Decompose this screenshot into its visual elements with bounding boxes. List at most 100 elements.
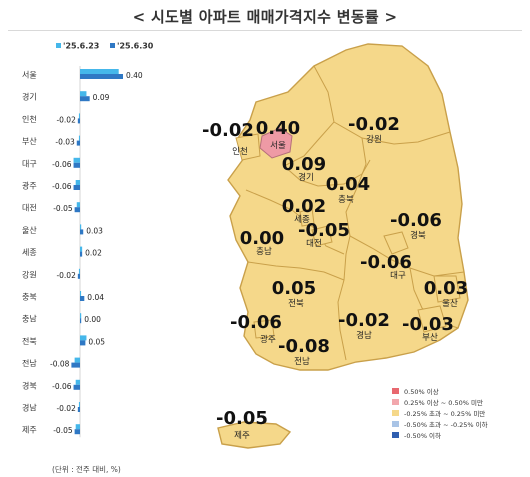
data-label: -0.05 — [53, 204, 73, 213]
category-label: 전남 — [22, 358, 37, 368]
category-label: 부산 — [22, 136, 37, 146]
unit-note: (단위 : 전주 대비, %) — [52, 464, 121, 474]
bar-row: 강원 -0.02 — [22, 268, 80, 280]
data-label: -0.02 — [56, 271, 76, 280]
legend-label: '25.6.30 — [117, 42, 154, 51]
data-label: -0.02 — [56, 404, 76, 413]
bar — [80, 246, 83, 252]
category-label: 울산 — [22, 225, 37, 235]
sejong-region — [299, 207, 315, 227]
bar — [80, 91, 87, 97]
bar-row: 제주 -0.05 — [22, 424, 80, 435]
legend-swatch — [392, 399, 399, 405]
data-label: -0.06 — [52, 182, 72, 191]
category-label: 경남 — [22, 403, 37, 413]
region-name: 강원 — [366, 134, 382, 145]
data-label: 0.03 — [86, 226, 103, 235]
bar — [74, 207, 80, 213]
bar — [74, 429, 80, 435]
category-label: 충북 — [22, 293, 37, 302]
ulsan-region — [433, 275, 461, 303]
region-value: -0.06 — [230, 312, 282, 333]
legend-label: '25.6.23 — [63, 42, 99, 51]
bar-row: 전북 0.05 — [22, 335, 105, 346]
category-label: 강원 — [22, 269, 37, 279]
legend-label: -0.25% 초과 ~ 0.25% 미만 — [404, 409, 485, 418]
bar — [75, 180, 80, 185]
region-border — [409, 267, 459, 329]
data-label: 0.02 — [85, 249, 102, 258]
data-label: -0.08 — [50, 360, 70, 369]
region-value: -0.08 — [278, 336, 330, 357]
region-name: 울산 — [442, 298, 458, 309]
bar — [78, 135, 80, 141]
data-label: -0.05 — [53, 426, 73, 435]
data-label: -0.06 — [52, 382, 72, 391]
bar-row: 경남 -0.02 — [22, 402, 80, 413]
region-name: 세종 — [294, 215, 310, 225]
bar-row: 인천 -0.02 — [22, 113, 80, 124]
page-title: < 시도별 아파트 매매가격지수 변동률 > — [132, 8, 398, 26]
bar-row: 세종 0.02 — [22, 246, 102, 258]
bar — [78, 113, 80, 119]
seoul-region — [259, 127, 293, 159]
region-name: 제주 — [234, 431, 250, 441]
region-border — [337, 253, 347, 361]
region-name: 충북 — [338, 195, 354, 205]
bar — [80, 74, 123, 79]
bar — [80, 224, 82, 230]
bar — [78, 402, 80, 407]
category-label: 대구 — [22, 159, 37, 168]
region-border — [345, 137, 367, 255]
bar — [78, 268, 80, 274]
bar-row: 서울 0.40 — [22, 69, 143, 80]
bar — [73, 157, 80, 163]
bar — [77, 407, 80, 412]
legend-label: 0.50% 이상 — [404, 387, 439, 396]
legend-swatch — [392, 421, 399, 427]
bar — [80, 69, 119, 74]
category-label: 광주 — [22, 181, 37, 191]
legend-label: 0.25% 이상 ~ 0.50% 미만 — [404, 398, 483, 407]
region-name: 전북 — [288, 298, 304, 309]
category-label: 경북 — [22, 380, 37, 390]
bar-row: 부산 -0.03 — [22, 135, 80, 147]
bar — [80, 318, 82, 324]
map-region-label: -0.02 인천 — [202, 120, 254, 157]
region-value: -0.05 — [216, 408, 268, 429]
region-value: -0.02 — [348, 114, 400, 135]
bar-chart: '25.6.23 '25.6.30 서울 0.40 경기 0.09 인천 -0.02 부산 -0.… — [22, 42, 154, 475]
category-label: 대전 — [22, 203, 37, 213]
region-value: 0.09 — [282, 154, 326, 175]
region-name: 인천 — [232, 146, 248, 157]
region-value: -0.06 — [360, 252, 412, 273]
legend-swatch — [392, 410, 399, 416]
bar-row: 충남 0.00 — [22, 313, 101, 324]
bar-row: 전남 -0.08 — [22, 357, 80, 369]
bar — [77, 273, 80, 279]
legend-swatch — [392, 432, 399, 438]
region-name: 대전 — [306, 238, 322, 249]
region-name: 경기 — [298, 172, 314, 183]
gwangju-region — [253, 319, 275, 339]
region-name: 대구 — [390, 271, 406, 281]
bar — [75, 379, 80, 385]
legend-swatch — [56, 43, 61, 48]
daejeon-region — [311, 225, 333, 247]
legend-label: -0.50% 이하 — [404, 431, 441, 440]
region-value: 0.00 — [240, 228, 284, 249]
region-value: -0.05 — [298, 220, 350, 241]
category-label: 세종 — [22, 248, 37, 257]
bar-row: 충북 0.04 — [22, 291, 104, 302]
data-label: 0.05 — [88, 337, 105, 346]
bar — [71, 362, 80, 368]
region-border — [333, 121, 451, 145]
